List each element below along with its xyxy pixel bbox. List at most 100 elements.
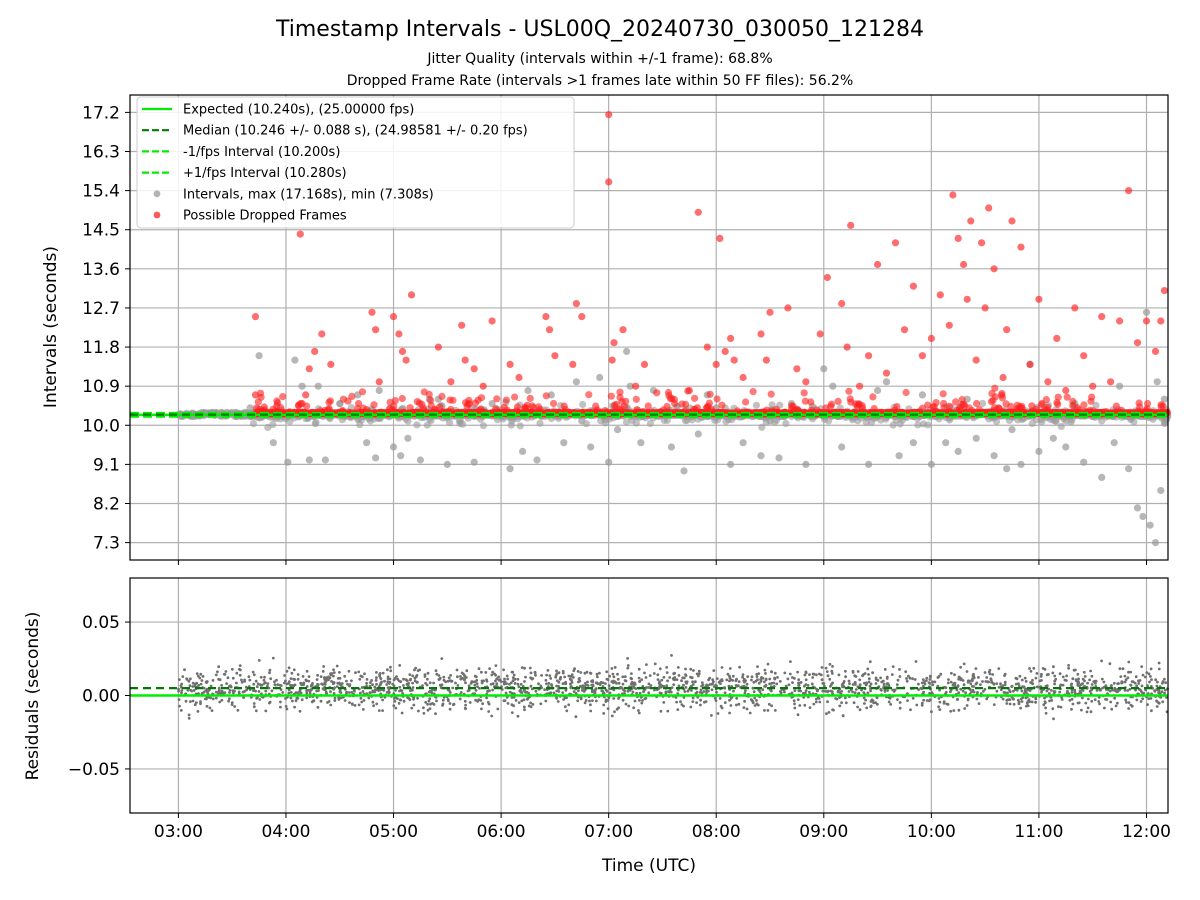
residual-point (452, 703, 455, 707)
dropped-frame-point (1003, 326, 1011, 334)
dropped-frame-point (327, 360, 335, 368)
dropped-frame-point (1143, 405, 1151, 413)
dropped-frame-point (693, 404, 701, 412)
residual-point (879, 676, 882, 680)
residual-point (214, 696, 218, 700)
residual-point (301, 675, 305, 678)
residual-point (502, 668, 505, 672)
residual-point (254, 679, 258, 683)
residual-point (353, 704, 357, 707)
dropped-frame-point (816, 330, 824, 338)
residual-point (689, 667, 693, 671)
residual-point (211, 679, 215, 682)
dropped-frame-point (420, 388, 428, 396)
dropped-frame-point (949, 191, 957, 199)
residual-point (616, 672, 619, 676)
residual-point (866, 667, 870, 671)
residual-point (699, 703, 702, 707)
residual-point (539, 702, 543, 706)
residual-point (454, 681, 457, 685)
residual-point (268, 671, 271, 675)
residual-point (1045, 689, 1049, 693)
residual-point (613, 666, 617, 669)
dropped-frame-point (1107, 378, 1115, 386)
residual-point (1051, 707, 1055, 711)
dropped-frame-point (749, 388, 757, 396)
residual-point (236, 708, 240, 712)
residual-point (640, 701, 644, 705)
residual-point (818, 700, 822, 704)
residual-point (520, 699, 524, 703)
residual-point (1058, 672, 1062, 676)
residual-point (770, 670, 774, 674)
residual-point (905, 677, 908, 680)
dropped-frame-point (415, 399, 424, 407)
residual-point (952, 709, 956, 712)
residual-point (545, 682, 548, 686)
dropped-frame-point (605, 111, 613, 119)
residual-point (196, 710, 200, 713)
interval-point (298, 382, 306, 390)
residual-point (1051, 671, 1055, 675)
residual-point (377, 709, 381, 712)
residual-point (1049, 689, 1053, 692)
interval-point (867, 418, 876, 426)
residual-point (296, 697, 300, 700)
residual-point (676, 708, 680, 711)
interval-point (423, 421, 431, 429)
dropped-frame-point (502, 396, 510, 404)
interval-point (1003, 465, 1011, 473)
residual-point (679, 700, 682, 704)
residual-point (305, 691, 309, 695)
residual-point (748, 711, 752, 715)
residual-point (804, 689, 808, 693)
residual-point (851, 690, 854, 694)
residual-point (548, 691, 552, 695)
interval-point (572, 378, 581, 386)
residual-point (238, 673, 242, 677)
legend-entry-label: Median (10.246 +/- 0.088 s), (24.98581 +… (183, 124, 528, 139)
dropped-frame-point (900, 326, 909, 334)
residual-point (784, 684, 788, 688)
subtitle-jitter: Jitter Quality (intervals within +/-1 fr… (426, 51, 772, 67)
residual-point (643, 671, 646, 675)
residual-point (449, 674, 452, 677)
residual-point (1065, 674, 1068, 678)
residual-point (962, 683, 966, 687)
residual-point (491, 688, 494, 692)
residual-point (699, 688, 703, 692)
residual-point (1155, 705, 1159, 708)
residual-point (534, 673, 537, 677)
residual-point (1006, 691, 1009, 695)
interval-point (516, 422, 524, 430)
residual-point (621, 698, 625, 702)
interval-point (605, 458, 613, 466)
residual-point (812, 702, 816, 706)
residual-point (788, 672, 792, 676)
dropped-frame-point (990, 265, 998, 273)
interval-point (255, 352, 263, 360)
dropped-frame-point (545, 326, 554, 334)
residual-point (796, 713, 800, 717)
residual-point (1146, 703, 1149, 706)
residual-point (187, 713, 191, 717)
residual-point (283, 674, 286, 677)
residual-point (442, 675, 446, 679)
residual-point (723, 691, 727, 695)
residual-point (712, 669, 716, 672)
residual-point (665, 684, 669, 688)
residual-point (752, 690, 756, 694)
residual-point (950, 671, 953, 675)
residual-point (744, 689, 747, 692)
residual-point (938, 708, 942, 711)
dropped-frame-point (1133, 339, 1142, 347)
legend-entry-label: Expected (10.240s), (25.00000 fps) (183, 103, 414, 118)
residual-point (1010, 685, 1014, 688)
residual-point (848, 682, 851, 685)
residual-point (549, 677, 553, 680)
residual-point (506, 677, 510, 681)
residual-point (621, 675, 625, 679)
residual-point (995, 689, 999, 693)
dropped-frame-point (251, 391, 260, 399)
